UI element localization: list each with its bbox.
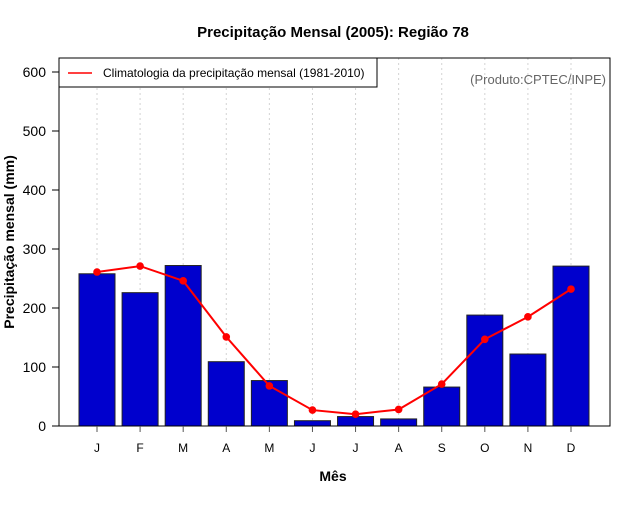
y-tick-label: 200 <box>23 300 47 316</box>
chart-title: Precipitação Mensal (2005): Região 78 <box>197 24 469 41</box>
climatology-point <box>567 285 575 293</box>
bar <box>164 265 202 427</box>
y-tick-label: 0 <box>38 418 46 434</box>
climatology-point <box>524 313 532 321</box>
y-axis-label: Precipitação mensal (mm) <box>1 155 17 329</box>
x-tick-label: M <box>178 441 188 455</box>
bar <box>207 361 245 427</box>
y-tick-label: 400 <box>23 182 47 198</box>
y-axis: 0 100 200 300 400 500 600 <box>23 64 59 434</box>
bar <box>121 292 159 427</box>
climatology-point <box>222 333 231 341</box>
climatology-point <box>308 406 317 414</box>
y-tick-label: 300 <box>23 241 47 257</box>
legend-box <box>58 57 378 88</box>
bars <box>78 265 590 427</box>
x-tick-label: J <box>309 441 315 455</box>
climatology-point <box>265 382 274 390</box>
climatology-line <box>93 262 575 419</box>
legend-label: Climatologia da precipitação mensal (198… <box>103 66 364 80</box>
climatology-point <box>93 268 101 276</box>
x-tick-label: A <box>222 441 230 455</box>
climatology-point <box>351 410 360 419</box>
y-tick-label: 500 <box>23 123 47 139</box>
x-tick-label: A <box>395 441 403 455</box>
x-axis-label: Mês <box>319 468 346 484</box>
x-tick-label: F <box>136 441 143 455</box>
x-tick-label: D <box>567 441 576 455</box>
bar <box>380 418 418 427</box>
x-tick-label: S <box>438 441 446 455</box>
climatology-point <box>179 277 187 285</box>
bar <box>509 353 547 427</box>
climatology-polyline <box>96 265 572 416</box>
y-tick-label: 100 <box>23 359 47 375</box>
climatology-point <box>437 380 446 388</box>
x-tick-label: J <box>353 441 359 455</box>
x-tick-label: J <box>94 441 100 455</box>
x-tick-label: M <box>264 441 274 455</box>
bar <box>293 420 331 427</box>
bar <box>78 273 116 427</box>
source-annotation: (Produto:CPTEC/INPE) <box>470 72 606 87</box>
y-tick-label: 600 <box>23 64 47 80</box>
climatology-point <box>481 335 489 344</box>
x-tick-label: O <box>480 441 489 455</box>
climatology-point <box>394 405 403 414</box>
legend: Climatologia da precipitação mensal (198… <box>58 57 378 88</box>
bar <box>423 386 461 427</box>
x-tick-label: N <box>524 441 533 455</box>
climatology-point <box>136 262 144 270</box>
